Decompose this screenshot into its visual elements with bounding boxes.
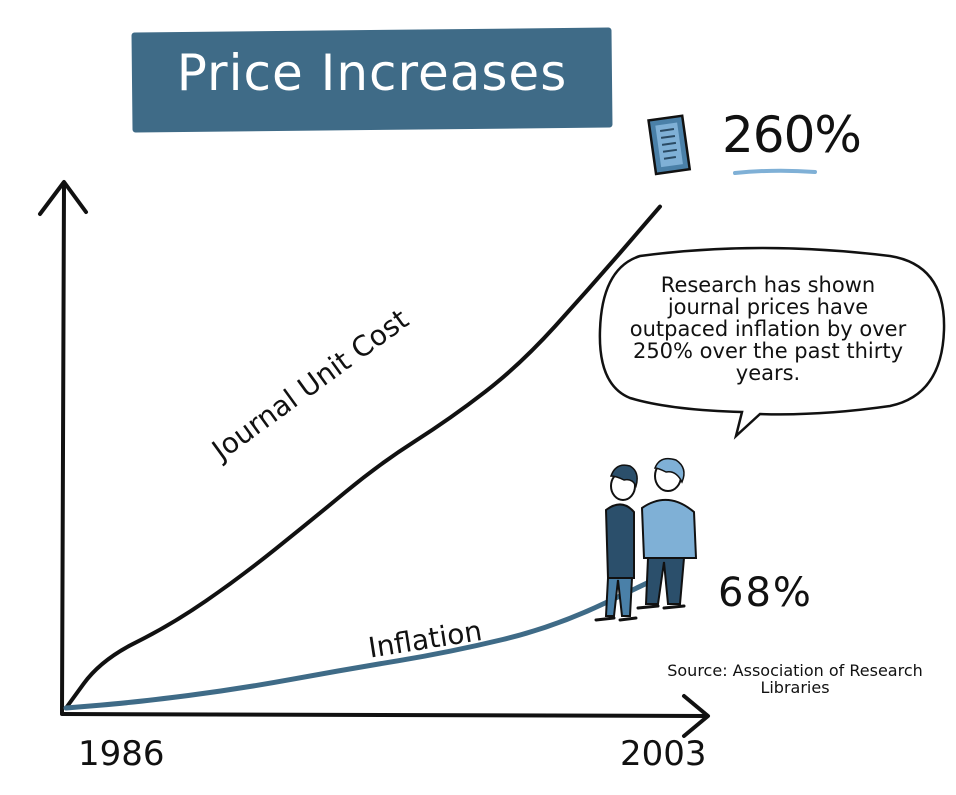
source-note: Source: Association of Research Librarie… — [667, 661, 923, 697]
x-tick-label-end: 2003 — [620, 734, 707, 774]
inflation-end-label: 68% — [718, 570, 813, 616]
callout-text: Research has shown journal prices have o… — [629, 273, 907, 385]
page-title: Price Increases — [176, 44, 568, 102]
series-layer — [63, 204, 663, 711]
journal-unit-cost-line — [64, 204, 662, 710]
y-axis — [38, 180, 88, 715]
journal-icon — [647, 114, 692, 176]
inflation-line — [63, 574, 663, 711]
people-icon — [594, 457, 698, 622]
x-axis — [60, 694, 710, 738]
x-tick-label-start: 1986 — [78, 734, 165, 774]
speech-bubble — [598, 246, 946, 440]
journal-end-label: 260% — [722, 106, 862, 164]
peak-underline — [733, 168, 817, 175]
